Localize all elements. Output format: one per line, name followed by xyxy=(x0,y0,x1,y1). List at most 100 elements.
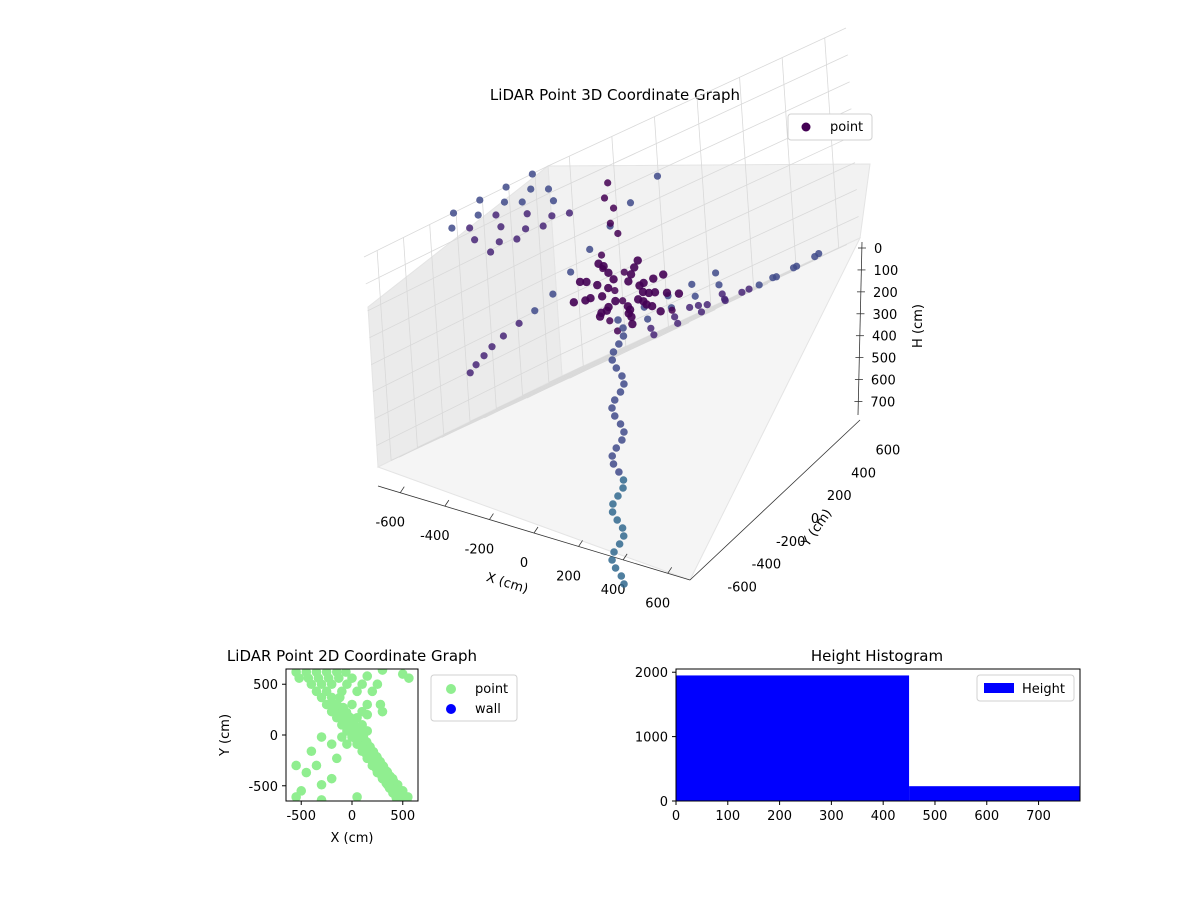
point-2d-15 xyxy=(404,673,414,683)
point-2d-5 xyxy=(341,669,351,677)
y-tick-label-2d-0: -500 xyxy=(248,780,278,795)
point-3d-58 xyxy=(606,219,614,227)
point-3d-70 xyxy=(721,295,729,303)
point-3d-trunk-20 xyxy=(619,476,628,484)
point-3d-trunk-7 xyxy=(618,372,626,380)
z-tick-label-3d-4: 400 xyxy=(872,330,897,345)
y-tick-label-3d-3: 0 xyxy=(811,512,819,527)
chart-2d-title: LiDAR Point 2D Coordinate Graph xyxy=(227,647,477,665)
point-3d-13 xyxy=(497,223,505,231)
point-3d-trunk-28 xyxy=(615,540,624,548)
y-tick-label-3d-4: 200 xyxy=(827,489,852,504)
point-3d-cluster-19 xyxy=(656,307,665,316)
point-3d-trunk-31 xyxy=(611,564,620,572)
grid-3d-z-2 xyxy=(367,81,850,312)
points-3d xyxy=(448,170,823,588)
point-3d-cluster-26 xyxy=(659,270,668,279)
z-tick-label-3d-6: 600 xyxy=(871,374,896,389)
point-2d-66 xyxy=(311,760,322,771)
point-3d-32 xyxy=(488,343,496,351)
point-2d-82 xyxy=(291,792,301,801)
point-3d-trunk-5 xyxy=(608,356,617,364)
x-tick-3d-3 xyxy=(533,526,539,534)
point-3d-cluster-13 xyxy=(569,298,579,307)
grid-3d-z-6 xyxy=(374,189,857,419)
point-3d-trunk-3 xyxy=(615,340,623,348)
point-3d-trunk-19 xyxy=(615,468,623,476)
histogram-bar-0 xyxy=(676,675,910,801)
point-3d-56 xyxy=(600,194,609,202)
point-3d-16 xyxy=(495,238,503,246)
grid-3d-wall-x-5 xyxy=(508,185,523,396)
legend-3d-frame xyxy=(787,113,873,141)
point-3d-trunk-4 xyxy=(609,348,618,356)
legend-histogram-frame xyxy=(976,674,1075,702)
point-3d-cluster-39 xyxy=(597,308,606,318)
point-3d-trunk-13 xyxy=(616,420,625,428)
point-3d-trunk-1 xyxy=(619,324,627,332)
point-2d-75 xyxy=(316,779,327,790)
point-3d-20 xyxy=(513,235,521,243)
point-3d-cluster-27 xyxy=(674,289,684,298)
chart-histogram: Height Histogram 0 100 200 300 400 500 600 7000… xyxy=(635,647,1081,824)
point-2d-20 xyxy=(357,679,367,690)
point-2d-18 xyxy=(326,679,337,690)
point-3d-trunk-21 xyxy=(619,484,627,492)
legend-histogram-swatch xyxy=(984,683,1014,693)
point-3d-15 xyxy=(549,197,558,205)
x-tick-3d-0 xyxy=(399,486,405,493)
x-axis-label-3d: X (cm) xyxy=(484,570,530,597)
point-3d-trunk-15 xyxy=(618,436,626,444)
point-3d-trunk-23 xyxy=(609,500,617,508)
point-3d-76 xyxy=(815,249,823,258)
point-3d-cluster-34 xyxy=(633,256,642,265)
point-2d-62 xyxy=(331,753,342,764)
x-tick-label-3d-2: -200 xyxy=(465,543,495,558)
point-3d-57 xyxy=(609,204,618,212)
y-tick-label-hist-1: 1000 xyxy=(635,731,668,746)
point-3d-trunk-30 xyxy=(608,556,616,564)
chart-3d-title: LiDAR Point 3D Coordinate Graph xyxy=(490,86,740,104)
point-2d-38 xyxy=(377,706,388,717)
point-3d-72 xyxy=(755,281,763,289)
point-3d-trunk-24 xyxy=(608,508,617,516)
y-tick-label-3d-0: -600 xyxy=(727,581,757,596)
y-tick-label-3d-5: 400 xyxy=(851,466,876,481)
point-3d-trunk-11 xyxy=(608,404,616,412)
point-2d-26 xyxy=(367,686,378,697)
point-3d-64 xyxy=(619,297,627,305)
point-3d-cluster-35 xyxy=(635,281,644,290)
point-3d-cluster-24 xyxy=(604,268,613,278)
point-3d-trunk-6 xyxy=(612,364,621,372)
point-3d-1 xyxy=(476,196,484,204)
grid-3d-wall-x-1 xyxy=(403,237,418,448)
point-2d-52 xyxy=(316,732,327,742)
x-tick-label-hist-7: 700 xyxy=(1026,809,1051,824)
point-3d-cluster-36 xyxy=(644,288,654,298)
point-3d-49 xyxy=(674,319,682,327)
point-3d-19 xyxy=(486,248,495,256)
point-3d-trunk-22 xyxy=(614,492,622,500)
x-tick-label-hist-5: 500 xyxy=(923,809,948,824)
grid-3d-wall-x-3 xyxy=(455,211,471,422)
point-3d-63 xyxy=(611,286,619,295)
grid-3d-z-1 xyxy=(365,54,848,285)
grid-3d-z-7 xyxy=(376,216,859,446)
point-3d-60 xyxy=(597,251,606,259)
point-3d-17 xyxy=(521,225,530,233)
point-3d-22 xyxy=(565,209,574,217)
x-tick-label-3d-4: 200 xyxy=(556,569,581,584)
point-2d-8 xyxy=(294,673,305,683)
grid-3d-floor-y-6 xyxy=(399,365,584,458)
point-3d-cluster-18 xyxy=(662,288,672,298)
x-tick-label-hist-1: 100 xyxy=(715,809,740,824)
point-3d-trunk-18 xyxy=(609,460,618,468)
x-axis-label-2d: X (cm) xyxy=(331,831,374,846)
point-3d-55 xyxy=(604,179,612,187)
x-tick-label-2d-2: 500 xyxy=(390,809,415,824)
legend-3d-marker-point xyxy=(801,122,811,132)
point-2d-12 xyxy=(334,673,344,683)
legend-2d: point wall xyxy=(430,674,518,722)
x-tick-label-3d-6: 600 xyxy=(645,596,670,611)
point-3d-trunk-10 xyxy=(610,396,619,404)
